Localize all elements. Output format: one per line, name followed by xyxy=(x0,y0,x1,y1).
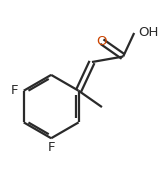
Text: F: F xyxy=(47,141,55,154)
Text: OH: OH xyxy=(138,26,158,40)
Text: F: F xyxy=(11,84,18,97)
Text: O: O xyxy=(97,35,107,48)
